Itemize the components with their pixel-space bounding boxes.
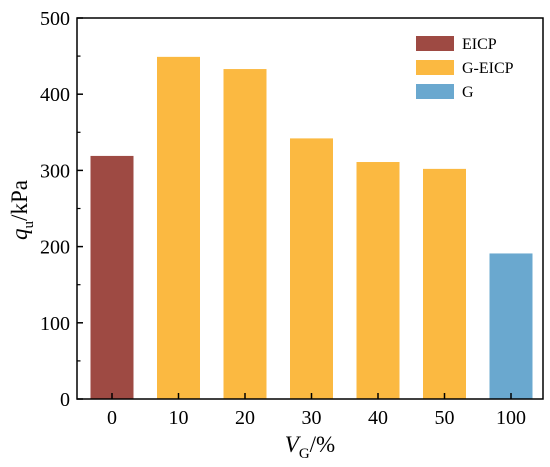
bar-0 (90, 155, 134, 399)
y-tick-label-400: 400 (40, 84, 70, 106)
y-tick-label-0: 0 (60, 389, 70, 411)
legend: EICP G-EICP G (416, 36, 514, 101)
legend-swatch-EICP (416, 36, 454, 51)
bar-50 (423, 168, 466, 399)
y-axis: 0 100 200 300 400 500 (40, 8, 83, 411)
bar-20 (223, 69, 267, 399)
legend-label-G: G (462, 84, 474, 101)
y-axis-label-tail: /kPa (7, 180, 32, 221)
x-axis-label: VG/% (285, 432, 335, 462)
legend-label-EICP: EICP (462, 36, 497, 53)
y-axis-label-main: q (7, 228, 32, 240)
y-axis-label: qu/kPa (7, 180, 37, 240)
bar-10 (157, 56, 200, 399)
x-tick-label-10: 10 (169, 407, 189, 429)
x-tick-label-0: 0 (107, 407, 117, 429)
x-tick-label-50: 50 (435, 407, 455, 429)
x-axis-label-main: V (285, 432, 302, 457)
legend-swatch-G (416, 84, 454, 99)
x-axis: 0 10 20 30 40 50 100 (107, 393, 526, 429)
x-tick-label-40: 40 (368, 407, 388, 429)
y-axis-label-sub: u (21, 220, 37, 228)
x-tick-label-100: 100 (496, 407, 526, 429)
legend-label-G-EICP: G-EICP (462, 60, 514, 77)
legend-swatch-G-EICP (416, 60, 454, 75)
x-tick-label-20: 20 (235, 407, 255, 429)
bar-100 (489, 253, 533, 399)
bar-30 (290, 138, 333, 399)
y-tick-label-300: 300 (40, 160, 70, 182)
y-tick-label-200: 200 (40, 237, 70, 259)
x-axis-label-tail: /% (310, 432, 336, 457)
x-axis-label-sub: G (299, 446, 310, 462)
bars-group (90, 56, 533, 399)
bar-40 (356, 162, 400, 399)
x-tick-label-30: 30 (302, 407, 322, 429)
y-tick-label-100: 100 (40, 313, 70, 335)
y-tick-label-500: 500 (40, 8, 70, 30)
